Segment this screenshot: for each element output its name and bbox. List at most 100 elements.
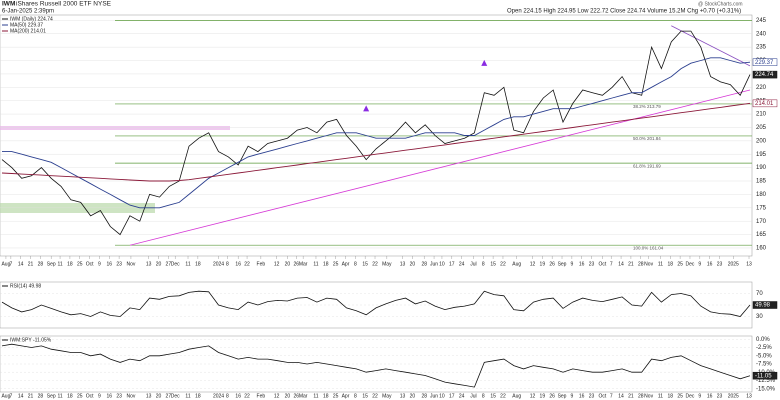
x-tick-label: 9 — [698, 393, 701, 399]
x-tick-label: 12 — [530, 393, 536, 399]
x-tick-label: 25 — [77, 393, 83, 399]
x-tick-label: 21 — [28, 393, 34, 399]
value-tag: 214.01 — [755, 101, 774, 107]
y-tick-label: -5.0% — [756, 353, 772, 359]
legend-label: RSI(14) 49.98 — [10, 283, 41, 289]
x-tick-label: 23 — [116, 261, 122, 267]
y-tick-label: 160 — [756, 246, 767, 252]
value-tag-bg — [752, 99, 778, 108]
x-tick-label: 9 — [698, 261, 701, 267]
value-tag: 229.37 — [755, 60, 774, 66]
x-tick-label: 15 — [490, 393, 496, 399]
x-tick-label: 8 — [226, 261, 229, 267]
x-tick-label: 20 — [156, 393, 162, 399]
y-tick-label: 30 — [756, 314, 763, 320]
x-tick-label: 16 — [235, 393, 241, 399]
x-tick-label: 20 — [410, 261, 416, 267]
x-tick-label: Aug — [1, 393, 10, 399]
x-tick-label: 12 — [274, 261, 280, 267]
x-tick-label: Dec — [171, 393, 180, 399]
x-tick-label: 8 — [226, 393, 229, 399]
x-tick-label: 11 — [313, 393, 318, 399]
x-tick-label: 27 — [166, 261, 172, 267]
x-tick-label: Jul — [470, 393, 476, 399]
legend-label: MA(200) 214.01 — [10, 28, 46, 34]
x-tick-label: 26 — [293, 261, 299, 267]
x-tick-label: Oct — [598, 261, 606, 267]
x-tick-label: Sep — [558, 393, 567, 399]
x-tick-label: 22 — [244, 393, 250, 399]
x-tick-label: 26 — [549, 261, 555, 267]
trendline — [671, 25, 751, 67]
series-line — [1, 30, 751, 236]
x-tick-label: 22 — [244, 261, 250, 267]
x-tick-label: Apr — [342, 261, 350, 267]
x-tick-label: 14 — [18, 393, 24, 399]
x-tick-label: 7 — [610, 393, 613, 399]
x-tick-label: 16 — [579, 393, 585, 399]
x-tick-label: 13 — [146, 393, 152, 399]
signal-marker — [481, 59, 488, 66]
x-tick-label: Feb — [257, 261, 266, 267]
x-tick-label: 13 — [746, 261, 752, 267]
x-tick-label: 23 — [589, 261, 595, 267]
x-tick-label: 28 — [421, 261, 427, 267]
legend-label: MA(50) 229.37 — [10, 22, 43, 28]
x-tick-label: 20 — [285, 393, 291, 399]
ratio-frame — [0, 335, 753, 393]
y-tick-label: 245 — [756, 18, 767, 24]
x-tick-label: 24 — [459, 393, 465, 399]
x-tick-label: 23 — [717, 393, 723, 399]
y-tick-label: -7.5% — [756, 362, 772, 368]
x-tick-label: Apr — [342, 393, 350, 399]
y-tick-label: 165 — [756, 232, 767, 238]
legend-label: IWM:SPY -11.05% — [10, 337, 52, 343]
series-line — [1, 290, 751, 317]
x-tick-label: 26 — [549, 393, 555, 399]
x-tick-label: 22 — [372, 393, 378, 399]
x-tick-label: 19 — [540, 261, 546, 267]
x-tick-label: 10 — [439, 261, 445, 267]
x-tick-label: May — [382, 261, 392, 267]
y-tick-label: 0.0% — [756, 337, 770, 343]
x-tick-label: Aug — [512, 393, 521, 399]
y-tick-label: -15.0% — [756, 386, 776, 392]
y-tick-label: 180 — [756, 192, 767, 198]
value-tag: 49.98 — [755, 303, 771, 309]
value-tag-bg — [752, 371, 778, 380]
x-tick-label: 11 — [57, 261, 62, 267]
x-tick-label: 11 — [57, 393, 62, 399]
x-tick-label: 28 — [638, 261, 644, 267]
y-tick-label: -12.5% — [756, 378, 776, 384]
value-tag-bg — [752, 70, 778, 79]
x-tick-label: 16 — [707, 261, 713, 267]
x-tick-label: Dec — [686, 261, 695, 267]
x-tick-label: 26 — [293, 393, 299, 399]
ticker: IWM — [2, 1, 15, 8]
x-tick-label: 11 — [658, 261, 663, 267]
y-tick-label: 235 — [756, 45, 767, 51]
value-tag: 224.74 — [755, 72, 774, 78]
y-tick-label: 195 — [756, 152, 767, 158]
x-tick-label: 12 — [274, 393, 280, 399]
x-tick-label: Sep — [558, 261, 567, 267]
price-frame — [0, 14, 753, 257]
x-tick-label: Nov — [126, 393, 135, 399]
x-tick-label: 14 — [18, 261, 24, 267]
x-tick-label: 11 — [658, 393, 663, 399]
x-tick-label: 14 — [618, 393, 624, 399]
x-tick-label: 22 — [500, 393, 506, 399]
x-tick-label: 18 — [667, 261, 673, 267]
x-tick-label: Nov — [644, 393, 653, 399]
x-tick-label: Sep — [47, 261, 56, 267]
x-tick-label: 25 — [677, 261, 683, 267]
x-tick-label: Sep — [47, 393, 56, 399]
rsi-frame — [0, 281, 753, 329]
fib-label: 38.2% 213.79 — [633, 104, 661, 109]
x-tick-label: 18 — [67, 393, 73, 399]
x-tick-label: 23 — [116, 393, 122, 399]
fib-label: 100.0% 161.04 — [633, 245, 664, 250]
x-tick-label: Oct — [598, 393, 606, 399]
series-line — [1, 102, 751, 182]
x-tick-label: 25 — [77, 261, 83, 267]
